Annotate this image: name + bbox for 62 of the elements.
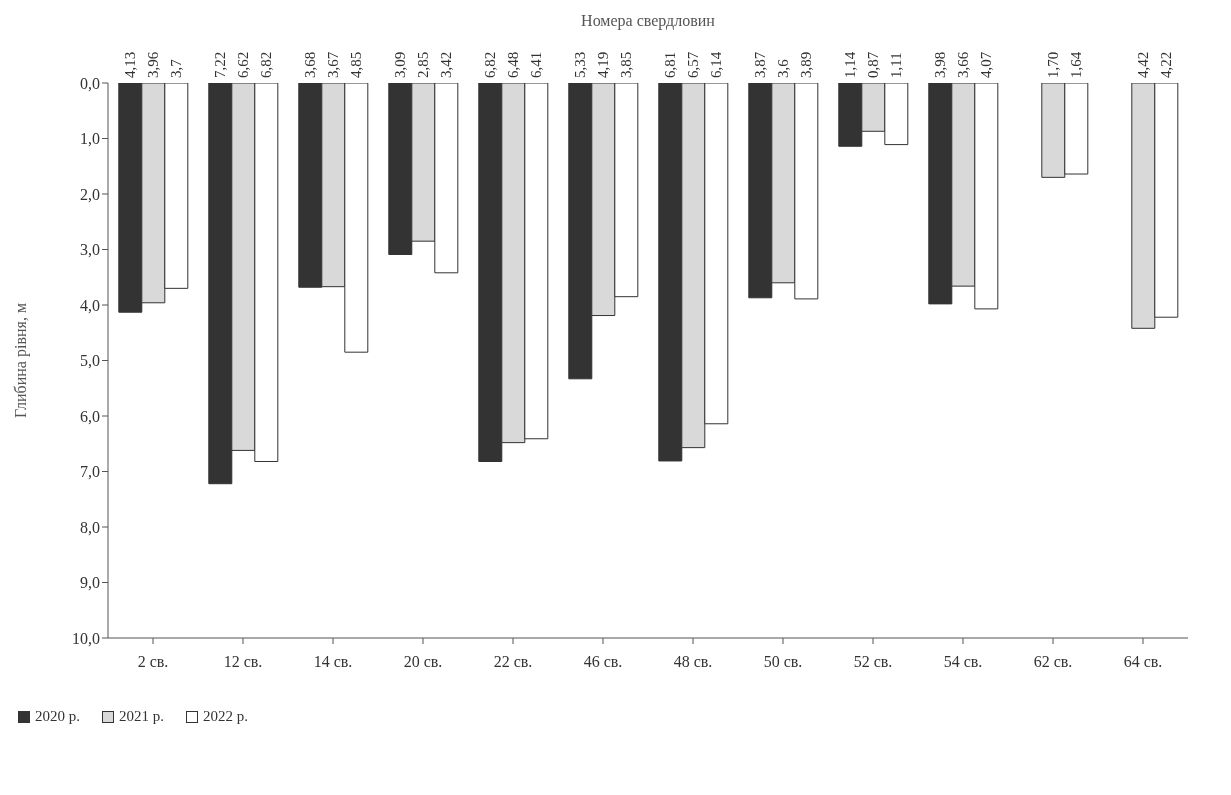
data-label: 3,89 [798,51,815,78]
data-label: 1,64 [1068,51,1085,78]
y-tick-label: 1,0 [80,130,100,148]
y-tick-label: 7,0 [80,463,100,481]
legend-label: 2021 р. [119,708,164,725]
data-label: 3,87 [752,51,769,78]
data-label: 4,19 [595,51,612,78]
x-tick-label: 14 св. [313,653,353,671]
data-label: 0,87 [865,51,882,78]
data-label: 6,14 [708,51,725,78]
x-tick-label: 62 св. [1033,653,1073,671]
data-label: 3,68 [302,51,319,78]
y-tick-label: 2,0 [80,185,100,203]
data-label: 5,33 [572,51,589,78]
data-label: 6,81 [662,51,679,78]
data-label: 6,82 [482,51,499,78]
y-tick-label: 6,0 [80,407,100,425]
x-tick-label: 46 св. [583,653,623,671]
y-tick-label: 10,0 [72,629,100,647]
data-label: 3,6 [775,58,792,78]
data-label: 1,70 [1045,51,1062,78]
data-label: 6,57 [685,51,702,78]
y-tick-label: 5,0 [80,352,100,370]
y-tick-label: 3,0 [80,241,100,259]
x-tick-label: 52 св. [853,653,893,671]
data-label: 4,07 [978,51,995,78]
data-label: 3,85 [618,51,635,78]
y-tick-label: 4,0 [80,296,100,314]
x-tick-label: 12 св. [223,653,263,671]
y-tick-label: 8,0 [80,518,100,536]
x-tick-label: 22 св. [493,653,533,671]
data-label: 3,67 [325,51,342,78]
data-label: 1,14 [842,51,859,78]
data-label: 4,85 [348,51,365,78]
x-tick-label: 48 св. [673,653,713,671]
data-label: 4,42 [1135,51,1152,78]
chart-title: Номера свердловин [581,12,716,30]
data-label: 3,7 [168,58,185,78]
x-tick-label: 50 св. [763,653,803,671]
legend-label: 2022 р. [203,708,248,725]
legend-label: 2020 р. [35,708,80,725]
y-tick-label: 0,0 [80,74,100,92]
data-label: 4,13 [122,51,139,78]
data-label: 7,22 [212,51,229,78]
data-label: 3,98 [932,51,949,78]
data-label: 3,42 [438,51,455,78]
data-label: 4,22 [1158,51,1175,78]
data-label: 6,48 [505,51,522,78]
data-label: 3,66 [955,51,972,78]
x-tick-label: 20 св. [403,653,443,671]
data-label: 3,96 [145,51,162,78]
data-label: 6,62 [235,51,252,78]
y-tick-label: 9,0 [80,574,100,592]
y-axis-title: Глибина рівня, м [11,302,30,419]
data-label: 1,11 [888,52,905,78]
data-label: 6,82 [258,51,275,78]
x-tick-label: 54 св. [943,653,983,671]
x-tick-label: 64 св. [1123,653,1163,671]
data-label: 6,41 [528,51,545,78]
x-tick-label: 2 св. [137,653,169,671]
data-label: 2,85 [415,51,432,78]
data-label: 3,09 [392,51,409,78]
